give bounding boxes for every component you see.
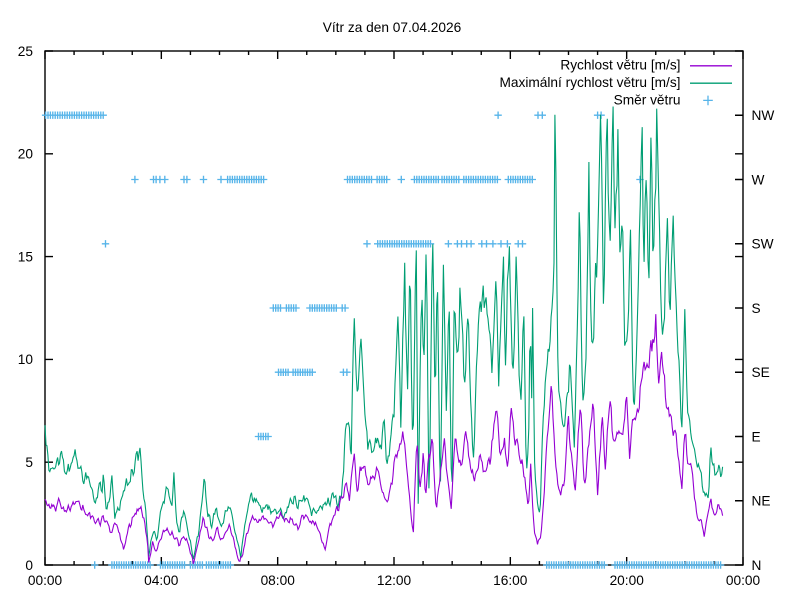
svg-text:Maximální rychlost větru [m/s]: Maximální rychlost větru [m/s] xyxy=(499,75,680,90)
svg-text:Vítr za den 07.04.2026: Vítr za den 07.04.2026 xyxy=(323,20,462,35)
svg-text:E: E xyxy=(752,429,761,444)
svg-text:SW: SW xyxy=(752,237,774,252)
svg-text:NW: NW xyxy=(752,108,775,123)
svg-text:20: 20 xyxy=(18,147,34,162)
svg-text:Směr větru: Směr větru xyxy=(614,93,681,108)
svg-text:5: 5 xyxy=(25,455,33,470)
svg-text:00:00: 00:00 xyxy=(726,573,761,588)
svg-text:08:00: 08:00 xyxy=(261,573,296,588)
svg-text:0: 0 xyxy=(25,558,33,573)
svg-text:15: 15 xyxy=(18,249,34,264)
svg-text:20:00: 20:00 xyxy=(610,573,645,588)
svg-text:SE: SE xyxy=(752,365,770,380)
svg-text:W: W xyxy=(752,172,765,187)
svg-text:12:00: 12:00 xyxy=(377,573,412,588)
svg-text:Rychlost větru [m/s]: Rychlost větru [m/s] xyxy=(560,58,680,73)
svg-text:10: 10 xyxy=(18,352,34,367)
svg-text:04:00: 04:00 xyxy=(144,573,179,588)
svg-text:NE: NE xyxy=(752,494,771,509)
svg-text:25: 25 xyxy=(18,44,34,59)
svg-text:S: S xyxy=(752,301,761,316)
svg-text:N: N xyxy=(752,558,762,573)
svg-text:16:00: 16:00 xyxy=(493,573,528,588)
svg-text:00:00: 00:00 xyxy=(28,573,63,588)
